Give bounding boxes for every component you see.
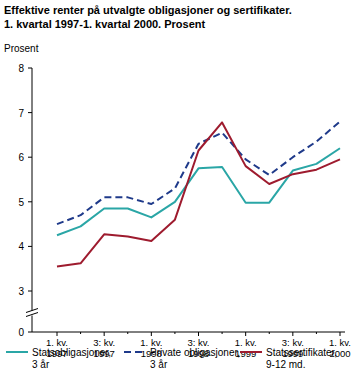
- y-tick-label: 3: [18, 286, 24, 297]
- y-axis: [32, 68, 33, 332]
- x-tick: [340, 332, 341, 336]
- x-tick: [174, 332, 175, 334]
- x-tick: [80, 332, 81, 334]
- legend-swatch: [240, 351, 262, 353]
- chart: Effektive renter på utvalgte obligasjone…: [0, 0, 357, 378]
- x-tick: [104, 332, 105, 336]
- legend-swatch: [124, 351, 146, 353]
- y-tick-label: 5: [18, 197, 24, 208]
- y-tick: [28, 332, 32, 333]
- x-tick: [222, 332, 223, 334]
- x-tick: [127, 332, 128, 334]
- legend-label: Private obligasjoner,3 år: [150, 347, 240, 370]
- x-tick: [292, 332, 293, 336]
- title: Effektive renter på utvalgte obligasjone…: [4, 4, 292, 16]
- y-tick: [28, 201, 32, 202]
- y-tick: [28, 157, 32, 158]
- y-tick-label: 8: [18, 63, 24, 74]
- x-axis: [32, 332, 345, 333]
- legend-swatch: [6, 351, 28, 353]
- legend-label: Statssertifikater,9-12 md.: [266, 347, 337, 370]
- axis-break-gap: [26, 311, 38, 316]
- axis-break: [26, 309, 38, 313]
- y-tick: [28, 68, 32, 69]
- legend-label-line: Statsobligasjoner,: [32, 347, 111, 358]
- y-tick-label: 6: [18, 152, 24, 163]
- y-tick-label: 7: [18, 108, 24, 119]
- legend-label-line: 3 år: [150, 359, 168, 370]
- x-tick: [57, 332, 58, 336]
- subtitle: 1. kvartal 1997-1. kvartal 2000. Prosent: [4, 18, 206, 30]
- axis-break: [26, 313, 38, 317]
- y-tick: [28, 291, 32, 292]
- x-tick: [245, 332, 246, 336]
- y-label: Prosent: [4, 43, 39, 54]
- x-tick: [269, 332, 270, 334]
- y-tick-label: 0: [18, 327, 24, 338]
- x-tick: [316, 332, 317, 334]
- y-tick: [28, 112, 32, 113]
- y-tick: [28, 246, 32, 247]
- y-tick-label: 4: [18, 241, 24, 252]
- series-line: [57, 122, 340, 266]
- legend-label: Statsobligasjoner,3 år: [32, 347, 111, 370]
- x-tick: [198, 332, 199, 336]
- series-line: [57, 148, 340, 235]
- legend-label-line: 9-12 md.: [266, 359, 305, 370]
- legend-label-line: 3 år: [32, 359, 50, 370]
- legend-label-line: Private obligasjoner,: [150, 347, 240, 358]
- x-tick: [151, 332, 152, 336]
- plot-area: [57, 122, 340, 267]
- legend-label-line: Statssertifikater,: [266, 347, 337, 358]
